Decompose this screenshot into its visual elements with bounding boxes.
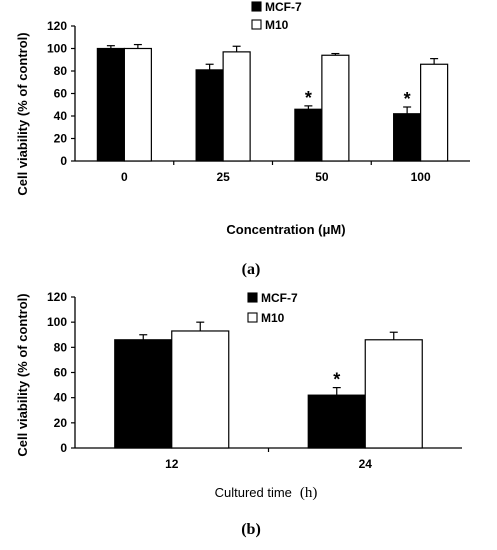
- legend-label-m10: M10: [261, 311, 285, 325]
- x-tick-label: 24: [359, 457, 373, 471]
- y-tick-label: 120: [47, 290, 67, 304]
- bar-mcf-7-100: [393, 113, 422, 162]
- x-tick-label: 0: [121, 170, 128, 184]
- y-tick-label: 100: [47, 42, 67, 56]
- panel-label-b: (b): [241, 521, 261, 538]
- legend-swatch-mcf-7: [247, 292, 258, 303]
- legend-label-mcf-7: MCF-7: [265, 0, 302, 14]
- x-axis-label-b: Cultured time (h): [215, 484, 318, 501]
- chart-panel-a: Cell viability (% of control) Concentrat…: [15, 0, 470, 278]
- bar-m10-0: [123, 47, 152, 162]
- y-tick-label: 60: [54, 366, 68, 380]
- legend-label-m10: M10: [265, 18, 289, 32]
- y-tick-label: 80: [54, 340, 68, 354]
- legend-swatch-mcf-7: [251, 1, 262, 12]
- y-axis-label-b: Cell viability (% of control): [15, 293, 30, 456]
- legend-swatch-m10: [251, 19, 262, 30]
- y-axis-label-a: Cell viability (% of control): [15, 32, 30, 195]
- legend-swatch-m10: [247, 312, 258, 323]
- bar-m10-50: [321, 54, 350, 162]
- significance-marker: *: [305, 88, 312, 108]
- y-tick-label: 0: [60, 441, 67, 455]
- panel-label-a: (a): [242, 261, 261, 278]
- x-axis-label-b-main: Cultured time: [215, 485, 292, 500]
- bar-mcf-7-0: [96, 47, 125, 162]
- y-tick-label: 60: [54, 87, 68, 101]
- x-tick-label: 12: [165, 457, 179, 471]
- y-tick-label: 0: [60, 154, 67, 168]
- bar-mcf-7-12: [114, 339, 173, 449]
- legend-label-mcf-7: MCF-7: [261, 291, 298, 305]
- y-tick-label: 20: [54, 132, 68, 146]
- chart-panel-b: Cell viability (% of control) Cultured t…: [15, 290, 462, 538]
- bar-mcf-7-24: [307, 394, 366, 449]
- bar-mcf-7-25: [195, 69, 224, 162]
- x-axis-label-a: Concentration (μM): [226, 222, 345, 237]
- y-tick-label: 100: [47, 315, 67, 329]
- significance-marker: *: [333, 370, 340, 390]
- y-tick-label: 120: [47, 19, 67, 33]
- x-tick-label: 100: [411, 170, 431, 184]
- bar-m10-24: [364, 339, 423, 449]
- x-axis-label-b-unit: (h): [300, 485, 318, 501]
- y-tick-label: 80: [54, 64, 68, 78]
- y-tick-label: 40: [54, 109, 68, 123]
- bar-mcf-7-50: [294, 108, 323, 162]
- y-tick-label: 40: [54, 391, 68, 405]
- bar-m10-12: [171, 330, 230, 449]
- x-tick-label: 50: [315, 170, 329, 184]
- significance-marker: *: [404, 89, 411, 109]
- x-tick-label: 25: [216, 170, 230, 184]
- bar-m10-100: [420, 63, 449, 162]
- y-tick-label: 20: [54, 416, 68, 430]
- bar-m10-25: [222, 51, 251, 162]
